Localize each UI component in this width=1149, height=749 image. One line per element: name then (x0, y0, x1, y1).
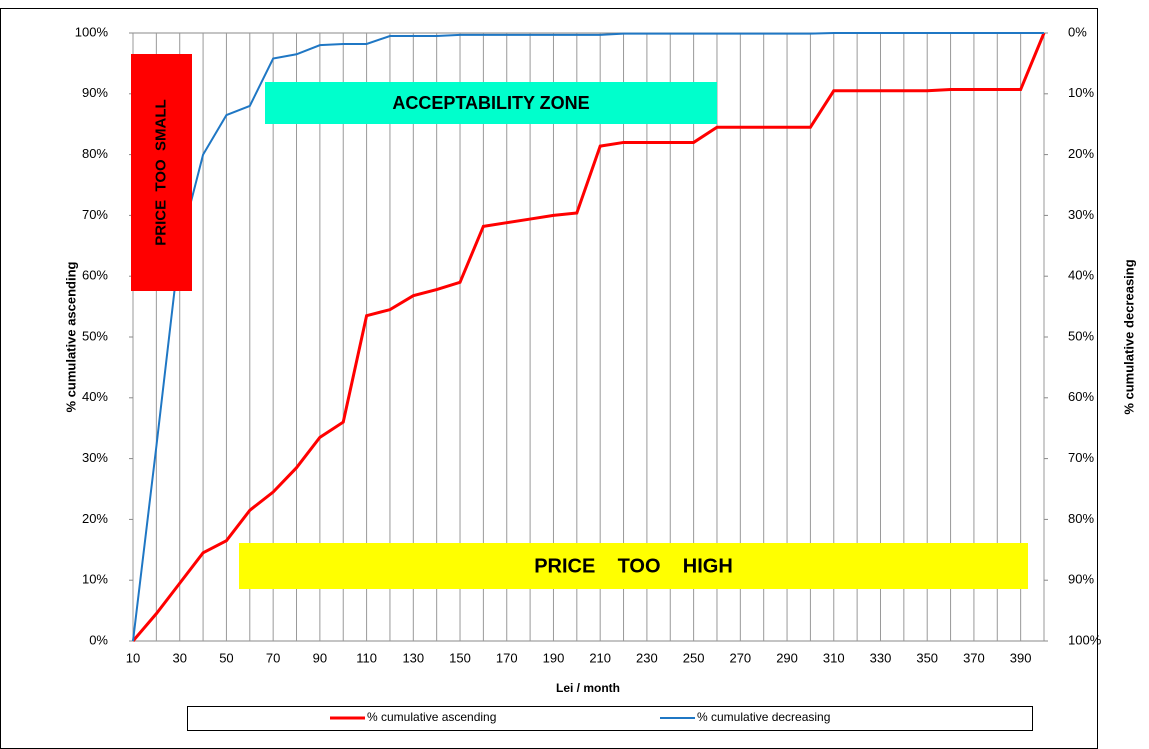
annotation-box (239, 543, 1028, 589)
y-tick-label: 0% (89, 632, 108, 647)
x-tick-label: 350 (916, 650, 938, 665)
annotation-text: PRICE TOO HIGH (534, 555, 733, 577)
series-line (132, 32, 1044, 642)
annotation-box (131, 54, 192, 291)
y-tick-label: 20% (82, 511, 108, 526)
legend-label: % cumulative decreasing (697, 710, 830, 724)
y2-tick-label: 40% (1068, 268, 1094, 283)
legend-label: % cumulative ascending (367, 710, 496, 724)
y-tick-label: 100% (75, 24, 109, 39)
y2-tick-label: 30% (1068, 207, 1094, 222)
y-tick-label: 30% (82, 450, 108, 465)
x-tick-label: 290 (776, 650, 798, 665)
y2-tick-label: 20% (1068, 146, 1094, 161)
y-tick-label: 70% (82, 207, 108, 222)
x-tick-label: 310 (823, 650, 845, 665)
y2-tick-label: 60% (1068, 389, 1094, 404)
y2-tick-label: 10% (1068, 85, 1094, 100)
y-tick-label: 60% (82, 268, 108, 283)
x-tick-label: 250 (683, 650, 705, 665)
x-tick-label: 150 (449, 650, 471, 665)
x-tick-label: 370 (963, 650, 985, 665)
x-tick-label: 110 (356, 650, 377, 665)
y2-tick-label: 80% (1068, 511, 1094, 526)
legend-box (187, 706, 1033, 731)
y2-tick-label: 50% (1068, 328, 1094, 343)
y2-tick-label: 70% (1068, 450, 1094, 465)
plot-area (132, 32, 1045, 642)
x-tick-label: 50 (219, 650, 233, 665)
x-tick-label: 330 (870, 650, 892, 665)
x-tick-label: 10 (126, 650, 140, 665)
annotation-text: ACCEPTABILITY ZONE (392, 93, 589, 113)
x-tick-label: 230 (636, 650, 658, 665)
y2-tick-label: 90% (1068, 572, 1094, 587)
y-tick-label: 90% (82, 85, 108, 100)
series-line (131, 32, 1046, 642)
y2-axis-label: % cumulative decreasing (1121, 259, 1136, 414)
y-tick-label: 80% (82, 146, 108, 161)
x-tick-label: 390 (1010, 650, 1032, 665)
x-tick-label: 170 (496, 650, 518, 665)
annotation-box (265, 82, 717, 124)
x-tick-label: 30 (172, 650, 186, 665)
y-tick-label: 10% (82, 572, 108, 587)
annotation-text: PRICE TOO SMALL (152, 99, 169, 245)
x-tick-label: 190 (543, 650, 565, 665)
y-tick-label: 50% (82, 328, 108, 343)
x-tick-label: 210 (589, 650, 611, 665)
y-axis-label: % cumulative ascending (63, 261, 78, 412)
y2-tick-label: 100% (1068, 632, 1102, 647)
y-tick-label: 40% (82, 389, 108, 404)
x-tick-label: 130 (402, 650, 424, 665)
x-tick-label: 70 (266, 650, 280, 665)
x-tick-label: 270 (729, 650, 751, 665)
y2-tick-label: 0% (1068, 24, 1087, 39)
x-tick-label: 90 (313, 650, 327, 665)
x-axis-label: Lei / month (556, 681, 620, 695)
